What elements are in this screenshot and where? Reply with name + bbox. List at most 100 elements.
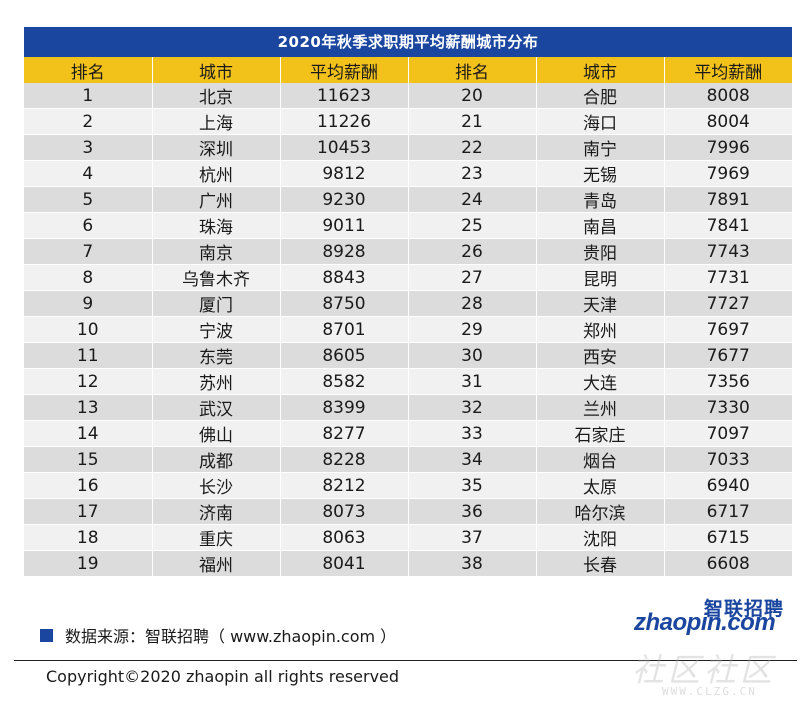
city-cell: 长沙	[152, 472, 281, 499]
city-cell: 合肥	[536, 83, 665, 109]
table-row: 15 成都 8228 34 烟台 7033	[24, 446, 792, 473]
city-cell: 烟台	[536, 446, 665, 473]
salary-cell: 7969	[664, 160, 792, 187]
salary-cell: 7727	[664, 290, 792, 317]
city-cell: 南宁	[536, 134, 665, 161]
rank-cell: 28	[408, 290, 537, 317]
salary-cell: 8843	[280, 264, 409, 291]
table-row: 8 乌鲁木齐 8843 27 昆明 7731	[24, 264, 792, 291]
city-cell: 昆明	[536, 264, 665, 291]
city-cell: 珠海	[152, 212, 281, 239]
zhaopin-logo: 智联招聘 zhaopin.com	[632, 594, 792, 636]
logo-chinese-text: 智联招聘	[703, 598, 784, 620]
rank-cell: 27	[408, 264, 537, 291]
rank-cell: 33	[408, 420, 537, 447]
table-body: 1 北京 11623 20 合肥 8008 2 上海 11226 21 海口 8004 3 深圳 10453…	[24, 83, 792, 577]
rank-cell: 34	[408, 446, 537, 473]
salary-cell: 8701	[280, 316, 409, 343]
copyright-text: Copyright©2020 zhaopin all rights reserv…	[46, 667, 400, 686]
table-row: 7 南京 8928 26 贵阳 7743	[24, 238, 792, 265]
salary-cell: 7841	[664, 212, 792, 239]
city-cell: 杭州	[152, 160, 281, 187]
salary-cell: 8063	[280, 524, 409, 551]
city-cell: 苏州	[152, 368, 281, 395]
rank-cell: 35	[408, 472, 537, 499]
salary-cell: 6608	[664, 550, 792, 577]
city-cell: 北京	[152, 83, 281, 109]
logo-english-text: zhaopin.com	[634, 609, 776, 636]
rank-cell: 17	[24, 498, 153, 525]
city-cell: 太原	[536, 472, 665, 499]
rank-cell: 15	[24, 446, 153, 473]
salary-cell: 6940	[664, 472, 792, 499]
city-cell: 西安	[536, 342, 665, 369]
city-cell: 东莞	[152, 342, 281, 369]
column-header-rank-left: 排名	[24, 57, 153, 83]
table-row: 9 厦门 8750 28 天津 7727	[24, 290, 792, 317]
table-header-row: 排名 城市 平均薪酬 排名 城市 平均薪酬	[24, 57, 792, 83]
salary-cell: 8750	[280, 290, 409, 317]
salary-cell: 9230	[280, 186, 409, 213]
salary-cell: 8582	[280, 368, 409, 395]
salary-cell: 7891	[664, 186, 792, 213]
data-source-text: 数据来源：智联招聘（ www.zhaopin.com ）	[65, 627, 397, 646]
table-row: 17 济南 8073 36 哈尔滨 6717	[24, 498, 792, 525]
salary-cell: 7033	[664, 446, 792, 473]
table-row: 4 杭州 9812 23 无锡 7969	[24, 160, 792, 187]
table-row: 12 苏州 8582 31 大连 7356	[24, 368, 792, 395]
rank-cell: 6	[24, 212, 153, 239]
city-cell: 沈阳	[536, 524, 665, 551]
salary-cell: 6715	[664, 524, 792, 551]
city-cell: 南京	[152, 238, 281, 265]
city-cell: 石家庄	[536, 420, 665, 447]
salary-table: 排名 城市 平均薪酬 排名 城市 平均薪酬 1 北京 11623 20 合肥 8008 2 上…	[24, 57, 792, 577]
salary-cell: 9812	[280, 160, 409, 187]
city-cell: 海口	[536, 108, 665, 135]
salary-cell: 8228	[280, 446, 409, 473]
data-source-note: 数据来源：智联招聘（ www.zhaopin.com ）	[40, 623, 396, 647]
city-cell: 武汉	[152, 394, 281, 421]
rank-cell: 19	[24, 550, 153, 577]
city-cell: 青岛	[536, 186, 665, 213]
salary-cell: 7731	[664, 264, 792, 291]
salary-cell: 8008	[664, 83, 792, 109]
rank-cell: 20	[408, 83, 537, 109]
rank-cell: 13	[24, 394, 153, 421]
rank-cell: 18	[24, 524, 153, 551]
table-row: 3 深圳 10453 22 南宁 7996	[24, 134, 792, 161]
rank-cell: 22	[408, 134, 537, 161]
salary-cell: 7697	[664, 316, 792, 343]
city-cell: 南昌	[536, 212, 665, 239]
column-header-salary-right: 平均薪酬	[664, 57, 792, 83]
salary-cell: 8277	[280, 420, 409, 447]
table-row: 6 珠海 9011 25 南昌 7841	[24, 212, 792, 239]
rank-cell: 5	[24, 186, 153, 213]
city-cell: 宁波	[152, 316, 281, 343]
rank-cell: 3	[24, 134, 153, 161]
city-cell: 贵阳	[536, 238, 665, 265]
table-row: 18 重庆 8063 37 沈阳 6715	[24, 524, 792, 551]
rank-cell: 11	[24, 342, 153, 369]
rank-cell: 2	[24, 108, 153, 135]
city-cell: 广州	[152, 186, 281, 213]
rank-cell: 14	[24, 420, 153, 447]
rank-cell: 1	[24, 83, 153, 109]
column-header-rank-right: 排名	[408, 57, 537, 83]
rank-cell: 4	[24, 160, 153, 187]
salary-cell: 7743	[664, 238, 792, 265]
rank-cell: 8	[24, 264, 153, 291]
city-cell: 厦门	[152, 290, 281, 317]
salary-cell: 7996	[664, 134, 792, 161]
salary-cell: 8928	[280, 238, 409, 265]
rank-cell: 38	[408, 550, 537, 577]
city-cell: 哈尔滨	[536, 498, 665, 525]
table-row: 13 武汉 8399 32 兰州 7330	[24, 394, 792, 421]
rank-cell: 21	[408, 108, 537, 135]
salary-cell: 9011	[280, 212, 409, 239]
city-cell: 无锡	[536, 160, 665, 187]
city-cell: 佛山	[152, 420, 281, 447]
footer-divider	[14, 660, 797, 661]
table-row: 14 佛山 8277 33 石家庄 7097	[24, 420, 792, 447]
table-row: 16 长沙 8212 35 太原 6940	[24, 472, 792, 499]
salary-table-container: 2020年秋季求职期平均薪酬城市分布 排名 城市 平均薪酬 排名 城市 平均薪酬…	[24, 27, 792, 577]
